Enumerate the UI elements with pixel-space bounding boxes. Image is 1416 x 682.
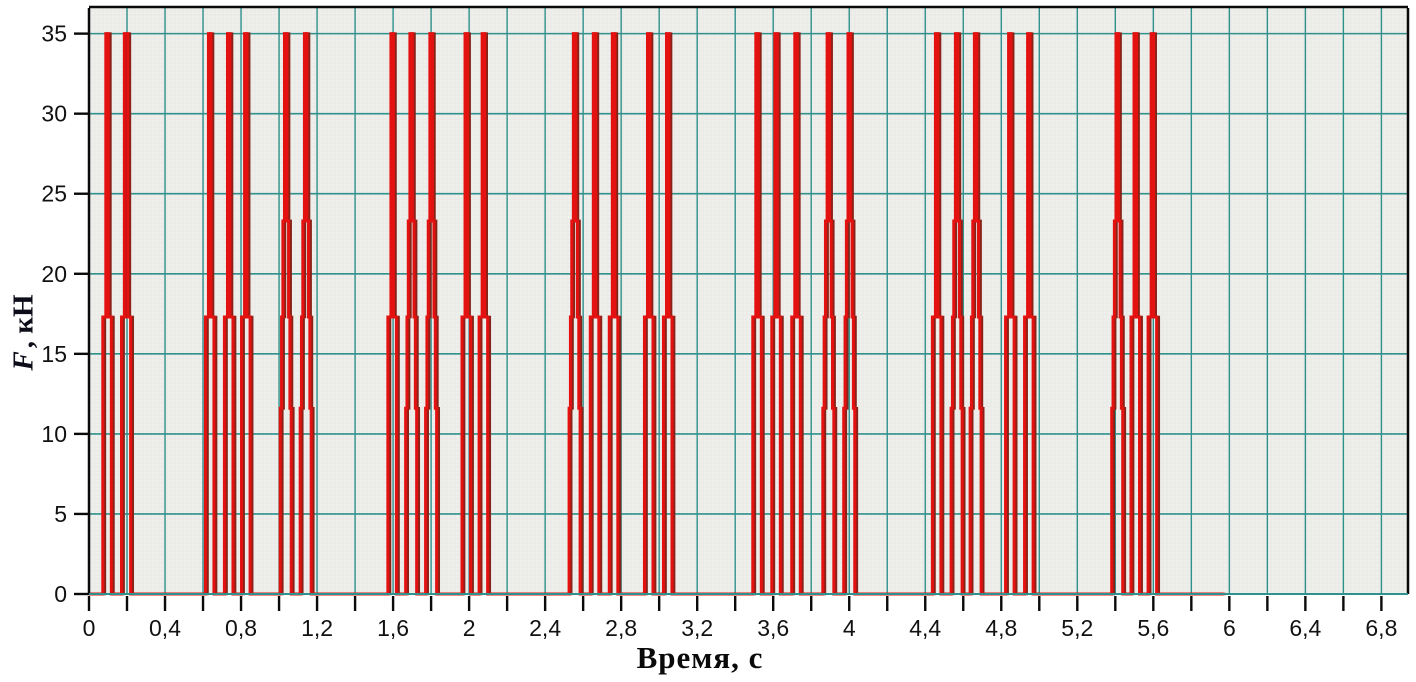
x-tick-label: 2,8 — [605, 615, 637, 641]
y-tick-label: 5 — [54, 501, 67, 527]
x-tick-label: 0,8 — [225, 615, 257, 641]
y-tick-label: 0 — [54, 581, 67, 607]
x-tick-label: 4 — [843, 615, 856, 641]
y-tick-label: 20 — [41, 261, 67, 287]
x-tick-label: 0 — [83, 615, 96, 641]
x-tick-label: 1,6 — [377, 615, 409, 641]
x-tick-label: 5,6 — [1137, 615, 1169, 641]
x-tick-label: 6,8 — [1365, 615, 1397, 641]
x-tick-label: 5,2 — [1061, 615, 1093, 641]
y-tick-label: 10 — [41, 421, 67, 447]
x-tick-label: 1,2 — [301, 615, 333, 641]
x-tick-label: 0,4 — [149, 615, 181, 641]
x-tick-label: 2 — [463, 615, 476, 641]
x-axis-title: Время, с — [636, 640, 764, 675]
x-tick-label: 3,6 — [757, 615, 789, 641]
y-tick-label: 25 — [41, 181, 67, 207]
x-tick-label: 4,8 — [985, 615, 1017, 641]
y-axis-title: F, кН — [8, 263, 41, 403]
y-tick-label: 15 — [41, 341, 67, 367]
x-tick-label: 3,2 — [681, 615, 713, 641]
y-tick-label: 30 — [41, 101, 67, 127]
x-tick-label: 6 — [1223, 615, 1236, 641]
y-tick-label: 35 — [41, 21, 67, 47]
x-tick-label: 2,4 — [529, 615, 561, 641]
y-axis-units: , кН — [7, 294, 40, 349]
x-tick-label: 4,4 — [909, 615, 941, 641]
x-tick-label: 6,4 — [1289, 615, 1321, 641]
y-axis-symbol: F — [7, 351, 40, 371]
